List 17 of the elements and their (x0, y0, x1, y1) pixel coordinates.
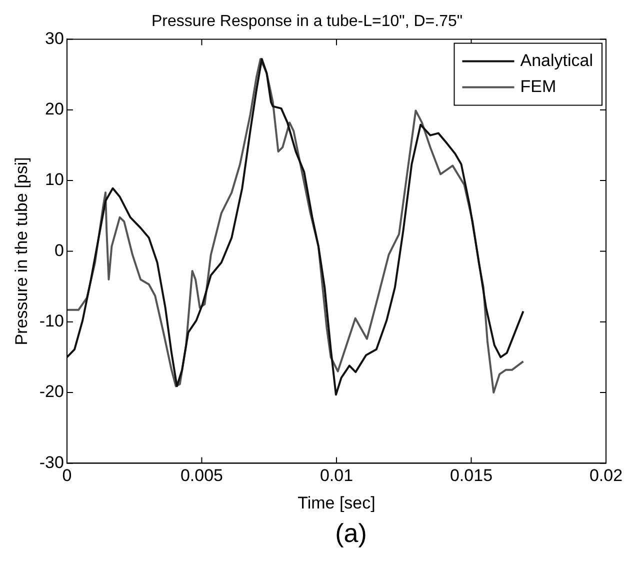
y-tick-label: 30 (45, 28, 64, 48)
y-tick-label: -10 (39, 312, 64, 331)
x-axis-title: Time [sec] (298, 493, 376, 512)
y-tick-label: 10 (45, 170, 64, 190)
x-tick-label: 0.005 (180, 466, 223, 486)
y-axis-title: Pressure in the tube [psi] (12, 157, 31, 346)
y-tick-label: -20 (39, 382, 64, 402)
legend-label: Analytical (520, 50, 594, 70)
y-tick-label: 0 (54, 240, 64, 260)
y-tick-label: 20 (45, 100, 64, 119)
chart-title: Pressure Response in a tube-L=10", D=.75" (151, 13, 463, 30)
x-tick-label: 0.015 (450, 466, 493, 486)
x-tick-label: 0.02 (589, 466, 623, 486)
legend-label: FEM (520, 76, 556, 96)
text: (a) (334, 518, 368, 549)
y-tick-label: -30 (39, 452, 64, 472)
x-tick-label: 0.01 (320, 466, 354, 486)
